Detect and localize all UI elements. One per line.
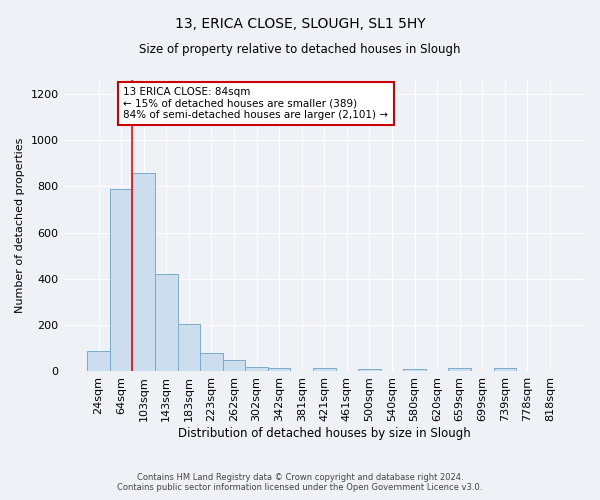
Y-axis label: Number of detached properties: Number of detached properties xyxy=(15,138,25,314)
Bar xyxy=(268,368,290,372)
Bar xyxy=(313,368,335,372)
Bar xyxy=(358,369,381,372)
Bar xyxy=(448,368,471,372)
X-axis label: Distribution of detached houses by size in Slough: Distribution of detached houses by size … xyxy=(178,427,470,440)
Text: Size of property relative to detached houses in Slough: Size of property relative to detached ho… xyxy=(139,42,461,56)
Text: 13 ERICA CLOSE: 84sqm
← 15% of detached houses are smaller (389)
84% of semi-det: 13 ERICA CLOSE: 84sqm ← 15% of detached … xyxy=(124,87,388,120)
Bar xyxy=(494,368,516,372)
Bar xyxy=(87,350,110,372)
Bar xyxy=(133,172,155,372)
Bar xyxy=(223,360,245,372)
Bar xyxy=(245,367,268,372)
Bar xyxy=(155,274,178,372)
Bar xyxy=(178,324,200,372)
Bar xyxy=(200,353,223,372)
Bar xyxy=(403,369,426,372)
Text: Contains HM Land Registry data © Crown copyright and database right 2024.
Contai: Contains HM Land Registry data © Crown c… xyxy=(118,473,482,492)
Bar xyxy=(110,188,133,372)
Text: 13, ERICA CLOSE, SLOUGH, SL1 5HY: 13, ERICA CLOSE, SLOUGH, SL1 5HY xyxy=(175,18,425,32)
